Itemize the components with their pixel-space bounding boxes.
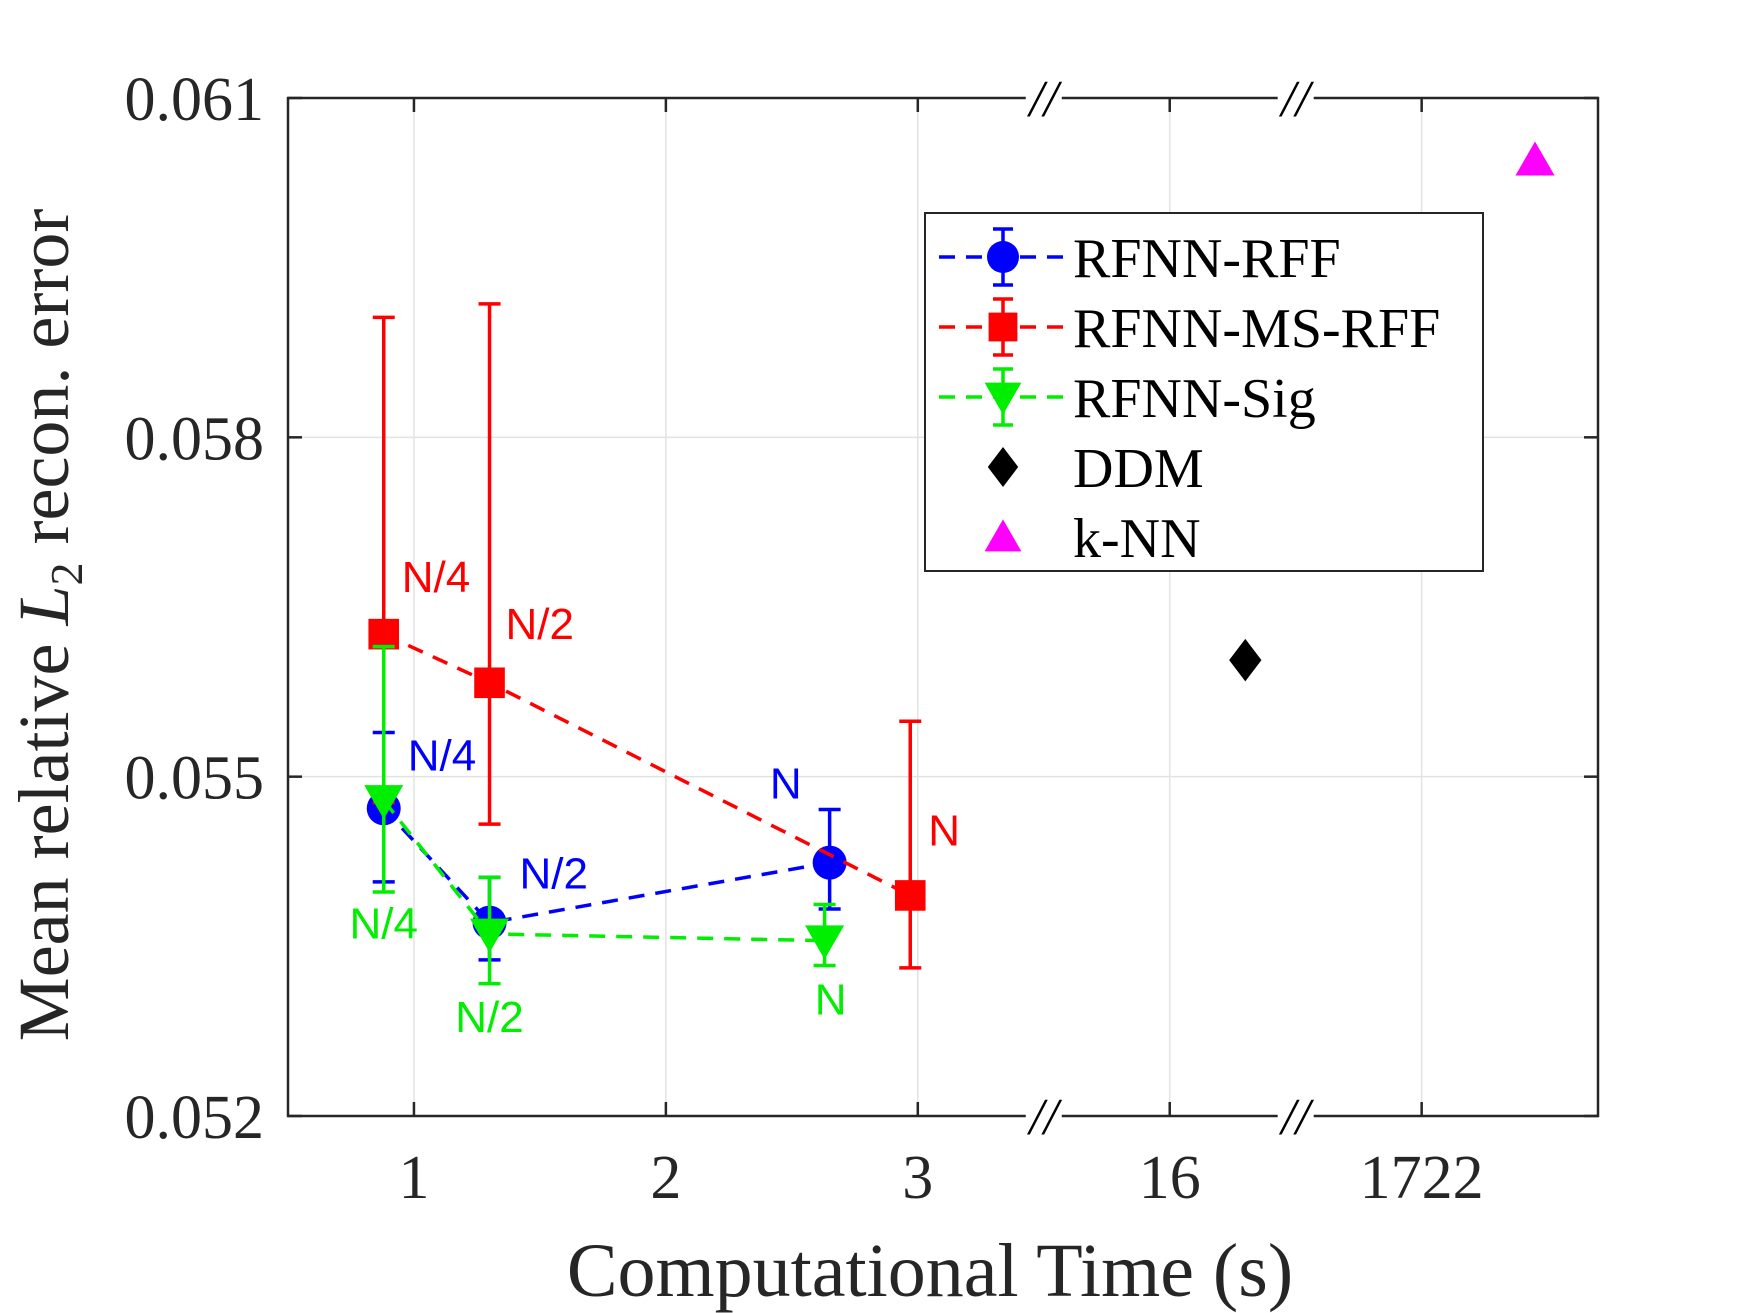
legend-label: RFNN-RFF	[1073, 228, 1341, 290]
axis-break-mark: //	[1026, 1089, 1062, 1146]
axis-break-gap	[1277, 1102, 1314, 1130]
y-axis-label: Mean relative L2 recon. error	[4, 209, 92, 1042]
point-label: N	[815, 976, 847, 1025]
series-k-nn	[1515, 141, 1555, 176]
plot-frame	[286, 96, 1600, 1118]
axis-break-mark: //	[1278, 71, 1314, 128]
legend-entry: DDM	[987, 438, 1204, 500]
marker-triangle-up	[1515, 141, 1555, 176]
series-ddm	[1229, 638, 1262, 682]
marker-triangle-down	[805, 925, 845, 960]
axis-break-mark: //	[1278, 1089, 1314, 1146]
marker-square	[474, 667, 505, 699]
axis-break-gap	[1277, 84, 1314, 112]
x-tick-label: 1722	[1360, 1144, 1484, 1212]
y-axis-label-variable: L	[4, 585, 84, 626]
legend-entry: RFNN-Sig	[939, 367, 1316, 430]
point-labels-layer: N/4 N/2 N N/4 N/2 N N/4 N/2 N	[349, 553, 960, 1042]
legend-label: RFNN-MS-RFF	[1073, 298, 1440, 360]
x-axis-label: Computational Time (s)	[567, 1229, 1293, 1313]
x-tick-label: 16	[1139, 1144, 1201, 1212]
legend-label: k-NN	[1073, 508, 1201, 570]
point-label: N/2	[455, 993, 523, 1042]
point-label: N/4	[349, 899, 417, 948]
legend-label: RFNN-Sig	[1073, 368, 1316, 430]
axes-layer: 0.052 0.055 0.058 0.061 1 2 3 16 1722 // // // //	[125, 66, 1600, 1212]
x-tick-label: 1	[398, 1144, 429, 1212]
point-label: N/4	[402, 553, 470, 602]
legend-box	[924, 212, 1484, 572]
legend: RFNN-RFF RFNN-MS-RFF RFNN-Sig DDM k-NN	[924, 212, 1484, 572]
axis-break-gap	[1025, 1102, 1062, 1130]
point-label: N	[928, 806, 960, 855]
marker-square	[368, 618, 400, 650]
axis-break-gap	[1025, 84, 1062, 112]
point-label: N	[770, 760, 802, 809]
marker-triangle-down	[364, 785, 404, 820]
point-label: N/2	[520, 850, 588, 899]
point-label: N/4	[408, 731, 476, 780]
marker-circle	[987, 241, 1019, 273]
marker-triangle-down	[469, 918, 510, 953]
y-tick-label: 0.061	[125, 66, 265, 134]
marker-diamond	[1229, 638, 1262, 682]
legend-entry: k-NN	[984, 508, 1201, 570]
x-tick-label: 2	[650, 1144, 681, 1212]
y-tick-label: 0.055	[125, 745, 265, 813]
axis-break-mark: //	[1026, 71, 1062, 128]
series-line	[382, 807, 830, 925]
y-tick-label: 0.052	[125, 1084, 265, 1152]
series-rfnn-sig	[364, 644, 845, 986]
point-label: N/2	[506, 600, 574, 649]
y-axis-label-subscript: 2	[41, 562, 92, 585]
legend-entry: RFNN-RFF	[939, 227, 1341, 290]
x-tick-label: 3	[902, 1144, 933, 1212]
legend-label: DDM	[1073, 438, 1204, 500]
y-tick-label: 0.058	[125, 405, 265, 473]
legend-entry: RFNN-MS-RFF	[939, 297, 1440, 360]
marker-triangle-down	[984, 382, 1022, 415]
series-layer	[364, 141, 1555, 986]
marker-diamond	[987, 447, 1019, 487]
marker-square	[894, 880, 926, 911]
marker-circle	[812, 845, 847, 880]
marker-square	[988, 312, 1018, 342]
marker-triangle-up	[984, 519, 1022, 552]
